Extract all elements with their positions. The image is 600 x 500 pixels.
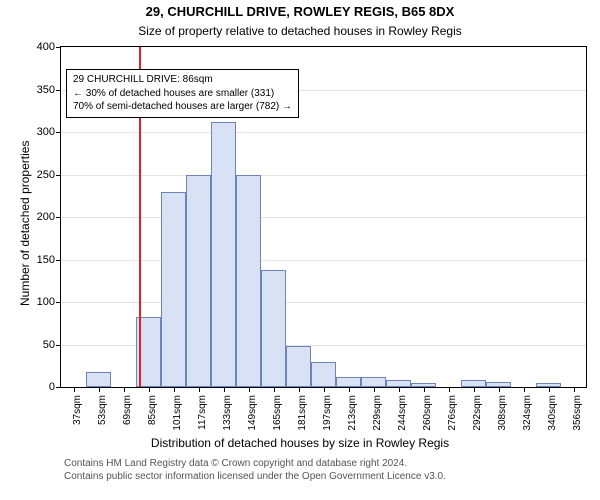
x-tick-mark xyxy=(349,387,350,392)
x-tick-label: 149sqm xyxy=(247,395,258,431)
y-tick-mark xyxy=(56,47,61,48)
x-tick-label: 69sqm xyxy=(122,395,133,425)
histogram-bar xyxy=(86,372,111,387)
x-tick-mark xyxy=(249,387,250,392)
y-tick-label: 400 xyxy=(37,41,55,53)
x-tick-mark xyxy=(574,387,575,392)
x-tick-mark xyxy=(474,387,475,392)
x-tick-label: 244sqm xyxy=(397,395,408,431)
footnote-line: Contains HM Land Registry data © Crown c… xyxy=(64,458,446,471)
x-tick-mark xyxy=(324,387,325,392)
x-tick-mark xyxy=(99,387,100,392)
x-tick-label: 85sqm xyxy=(147,395,158,425)
x-tick-mark xyxy=(124,387,125,392)
x-tick-label: 260sqm xyxy=(422,395,433,431)
x-axis-label: Distribution of detached houses by size … xyxy=(0,436,600,450)
x-tick-label: 356sqm xyxy=(572,395,583,431)
histogram-bar xyxy=(236,175,261,388)
histogram-bar xyxy=(311,362,336,388)
chart-subtitle: Size of property relative to detached ho… xyxy=(0,24,600,38)
x-tick-mark xyxy=(199,387,200,392)
histogram-bar xyxy=(261,270,286,387)
y-tick-label: 300 xyxy=(37,126,55,138)
x-tick-label: 308sqm xyxy=(497,395,508,431)
annotation-box: 29 CHURCHILL DRIVE: 86sqm← 30% of detach… xyxy=(66,69,299,118)
histogram-bar xyxy=(286,346,311,387)
x-tick-label: 340sqm xyxy=(547,395,558,431)
x-tick-mark xyxy=(524,387,525,392)
y-tick-mark xyxy=(56,90,61,91)
y-tick-mark xyxy=(56,302,61,303)
x-tick-mark xyxy=(374,387,375,392)
x-tick-mark xyxy=(74,387,75,392)
x-tick-mark xyxy=(299,387,300,392)
x-tick-mark xyxy=(449,387,450,392)
y-tick-mark xyxy=(56,175,61,176)
y-tick-mark xyxy=(56,387,61,388)
x-tick-label: 53sqm xyxy=(97,395,108,425)
histogram-bar xyxy=(186,175,211,388)
plot-area: 05010015020025030035040037sqm53sqm69sqm8… xyxy=(60,46,587,388)
x-tick-label: 37sqm xyxy=(72,395,83,425)
x-tick-mark xyxy=(549,387,550,392)
x-tick-label: 276sqm xyxy=(447,395,458,431)
y-tick-mark xyxy=(56,132,61,133)
x-tick-mark xyxy=(499,387,500,392)
y-tick-label: 150 xyxy=(37,254,55,266)
x-tick-label: 292sqm xyxy=(472,395,483,431)
y-tick-mark xyxy=(56,260,61,261)
y-axis-label: Number of detached properties xyxy=(18,141,32,306)
x-tick-mark xyxy=(399,387,400,392)
x-tick-mark xyxy=(149,387,150,392)
x-tick-label: 133sqm xyxy=(222,395,233,431)
y-tick-label: 100 xyxy=(37,296,55,308)
x-tick-mark xyxy=(174,387,175,392)
annotation-line: 29 CHURCHILL DRIVE: 86sqm xyxy=(73,73,292,87)
y-tick-mark xyxy=(56,345,61,346)
histogram-bar xyxy=(361,377,386,387)
annotation-line: 70% of semi-detached houses are larger (… xyxy=(73,100,292,114)
footnote-line: Contains public sector information licen… xyxy=(64,471,446,484)
y-tick-label: 0 xyxy=(49,381,55,393)
x-tick-label: 165sqm xyxy=(272,395,283,431)
x-tick-label: 101sqm xyxy=(172,395,183,431)
histogram-bar xyxy=(386,380,411,387)
chart-title: 29, CHURCHILL DRIVE, ROWLEY REGIS, B65 8… xyxy=(0,4,600,19)
x-tick-mark xyxy=(424,387,425,392)
x-tick-label: 213sqm xyxy=(347,395,358,431)
chart-container: 29, CHURCHILL DRIVE, ROWLEY REGIS, B65 8… xyxy=(0,0,600,500)
x-tick-label: 181sqm xyxy=(297,395,308,431)
footnote: Contains HM Land Registry data © Crown c… xyxy=(64,458,446,483)
histogram-bar xyxy=(211,122,236,387)
histogram-bar xyxy=(161,192,186,388)
x-tick-label: 229sqm xyxy=(372,395,383,431)
x-tick-label: 117sqm xyxy=(197,395,208,430)
histogram-bar xyxy=(461,380,486,387)
y-tick-label: 250 xyxy=(37,169,55,181)
y-tick-label: 50 xyxy=(43,339,55,351)
x-tick-label: 197sqm xyxy=(322,395,333,431)
x-tick-mark xyxy=(224,387,225,392)
histogram-bar xyxy=(336,377,361,387)
annotation-line: ← 30% of detached houses are smaller (33… xyxy=(73,87,292,101)
y-tick-mark xyxy=(56,217,61,218)
y-tick-label: 200 xyxy=(37,211,55,223)
y-tick-label: 350 xyxy=(37,84,55,96)
x-tick-mark xyxy=(274,387,275,392)
x-tick-label: 324sqm xyxy=(522,395,533,431)
